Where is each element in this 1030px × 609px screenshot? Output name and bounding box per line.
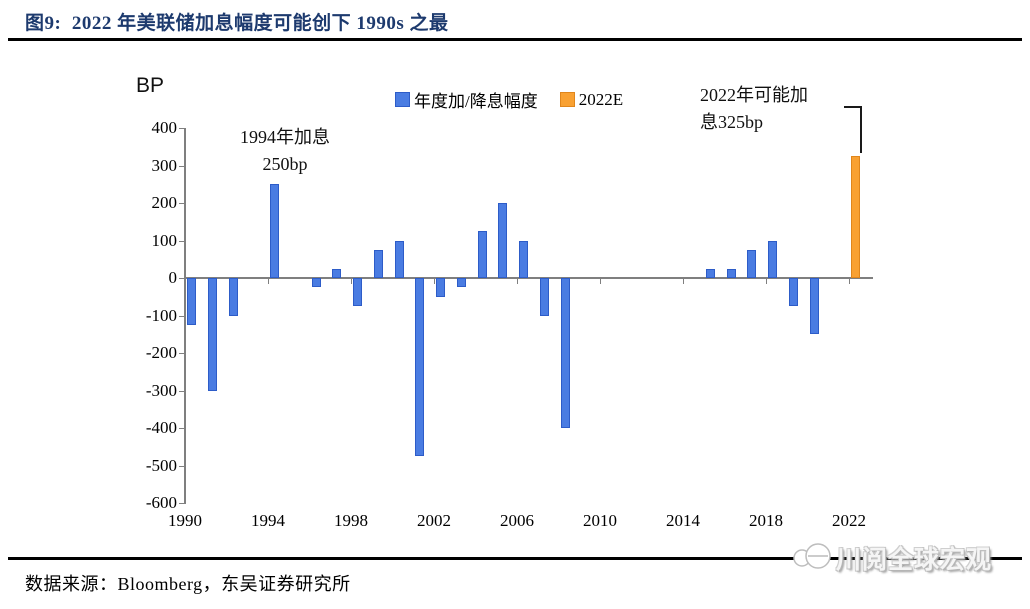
bar-2007 xyxy=(539,278,549,316)
annotation-line: 息325bp xyxy=(700,112,763,132)
bar-1992 xyxy=(228,278,238,316)
x-axis-tick-label: 2006 xyxy=(500,511,534,530)
x-axis-tick xyxy=(185,279,186,284)
annotation-line: 250bp xyxy=(262,154,308,174)
bar-1997 xyxy=(332,268,342,278)
bar-2019 xyxy=(788,278,798,307)
y-axis-tick xyxy=(179,503,185,504)
bar-1999 xyxy=(373,249,383,278)
bar-1991 xyxy=(207,278,217,391)
annotation-2022e: 2022年可能加 息325bp xyxy=(700,82,860,136)
y-axis-tick-label: -500 xyxy=(145,455,177,475)
bar-2020 xyxy=(809,278,819,335)
x-axis-tick-label: 2022 xyxy=(832,511,866,530)
x-axis-tick-label: 2010 xyxy=(583,511,617,530)
bar-2005 xyxy=(498,203,508,278)
x-axis-zero-line xyxy=(185,277,873,279)
bar-2001 xyxy=(415,278,425,457)
bar-2016 xyxy=(726,268,736,278)
x-axis-tick xyxy=(517,279,518,284)
annotation-line: 2022年可能加 xyxy=(700,85,808,105)
y-axis-tick xyxy=(179,353,185,354)
legend-label: 2022E xyxy=(578,89,624,109)
bar-2015 xyxy=(705,268,715,278)
y-axis-tick-label: 400 xyxy=(151,118,178,137)
brand-watermark: 川阅全球宏观 xyxy=(792,540,992,576)
bar-2004 xyxy=(477,231,487,278)
y-axis-tick-label: -400 xyxy=(145,418,177,437)
y-axis-tick xyxy=(179,428,185,429)
x-axis-tick xyxy=(766,279,767,284)
chart-legend: 年度加/降息幅度 2022E xyxy=(395,87,623,112)
bar-2002 xyxy=(436,278,445,297)
x-axis-tick-label: 1998 xyxy=(334,511,368,530)
brand-logo-icon xyxy=(793,543,831,569)
x-axis-tick xyxy=(351,279,352,284)
y-axis-tick-label: -600 xyxy=(145,493,177,512)
watermark-text: 川阅全球宏观 xyxy=(836,546,993,574)
y-axis-tick-label: -300 xyxy=(145,380,177,400)
legend-item-2022e: 2022E xyxy=(559,87,624,112)
y-axis-tick-label: -200 xyxy=(145,343,177,362)
footer-divider xyxy=(8,557,1022,560)
annotation-1994: 1994年加息 250bp xyxy=(200,124,370,178)
data-source: 数据来源：Bloomberg，东吴证券研究所 xyxy=(25,574,351,594)
y-axis-tick xyxy=(179,465,185,467)
y-axis-tick-label: 100 xyxy=(151,230,178,250)
bar-2022 xyxy=(851,156,860,278)
bar-1990 xyxy=(187,278,196,325)
legend-item-annual: 年度加/降息幅度 xyxy=(395,87,538,112)
y-axis-tick xyxy=(179,278,185,279)
y-axis-tick xyxy=(179,165,185,167)
x-axis-tick xyxy=(849,279,850,284)
x-axis-tick xyxy=(268,279,269,284)
y-axis-tick xyxy=(179,390,185,392)
y-axis-tick xyxy=(179,203,185,204)
bar-2017 xyxy=(747,249,757,278)
x-axis-tick xyxy=(683,279,684,284)
x-axis-tick xyxy=(434,279,435,284)
y-axis-tick-label: -100 xyxy=(145,305,177,325)
bar-1998 xyxy=(353,278,362,307)
bar-2006 xyxy=(519,240,528,278)
title-divider xyxy=(8,38,1022,41)
y-axis-tick-label: 0 xyxy=(168,268,178,287)
y-axis-tick xyxy=(179,240,185,242)
legend-label: 年度加/降息幅度 xyxy=(414,92,538,111)
legend-swatch-orange xyxy=(559,92,575,107)
bar-2008 xyxy=(560,278,570,428)
y-axis-tick xyxy=(179,128,185,129)
y-axis-tick-label: 300 xyxy=(151,155,178,175)
bar-2003 xyxy=(456,278,466,288)
x-axis-tick-label: 2018 xyxy=(749,511,783,530)
y-axis-tick xyxy=(179,315,185,317)
bar-2000 xyxy=(394,240,404,278)
x-axis-tick xyxy=(600,279,601,284)
bar-1994 xyxy=(270,184,279,278)
figure-title: 图9: 2022 年美联储加息幅度可能创下 1990s 之最 xyxy=(25,13,449,34)
y-axis-unit-label: BP xyxy=(136,74,165,97)
y-axis-tick-label: 200 xyxy=(151,193,178,212)
x-axis-tick-label: 1994 xyxy=(251,511,285,530)
annotation-line: 1994年加息 xyxy=(240,127,330,147)
x-axis-tick-label: 1990 xyxy=(168,511,202,530)
bar-2018 xyxy=(768,240,777,278)
y-axis xyxy=(184,128,186,504)
x-axis-tick-label: 2014 xyxy=(666,511,700,530)
bar-1996 xyxy=(311,278,321,288)
legend-swatch-blue xyxy=(395,92,410,107)
x-axis-tick-label: 2002 xyxy=(417,511,451,530)
